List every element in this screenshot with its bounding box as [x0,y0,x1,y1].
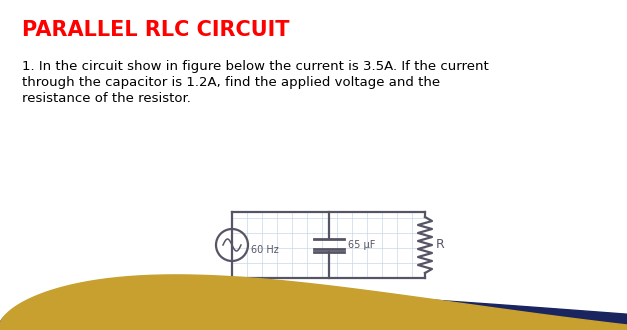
Text: 1. In the circuit show in figure below the current is 3.5A. If the current: 1. In the circuit show in figure below t… [22,60,489,73]
Text: 60 Hz: 60 Hz [251,245,279,255]
Text: through the capacitor is 1.2A, find the applied voltage and the: through the capacitor is 1.2A, find the … [22,76,440,89]
Text: resistance of the resistor.: resistance of the resistor. [22,92,191,105]
Text: R: R [436,239,445,251]
Text: 65 μF: 65 μF [347,240,375,250]
Text: PARALLEL RLC CIRCUIT: PARALLEL RLC CIRCUIT [22,20,290,40]
